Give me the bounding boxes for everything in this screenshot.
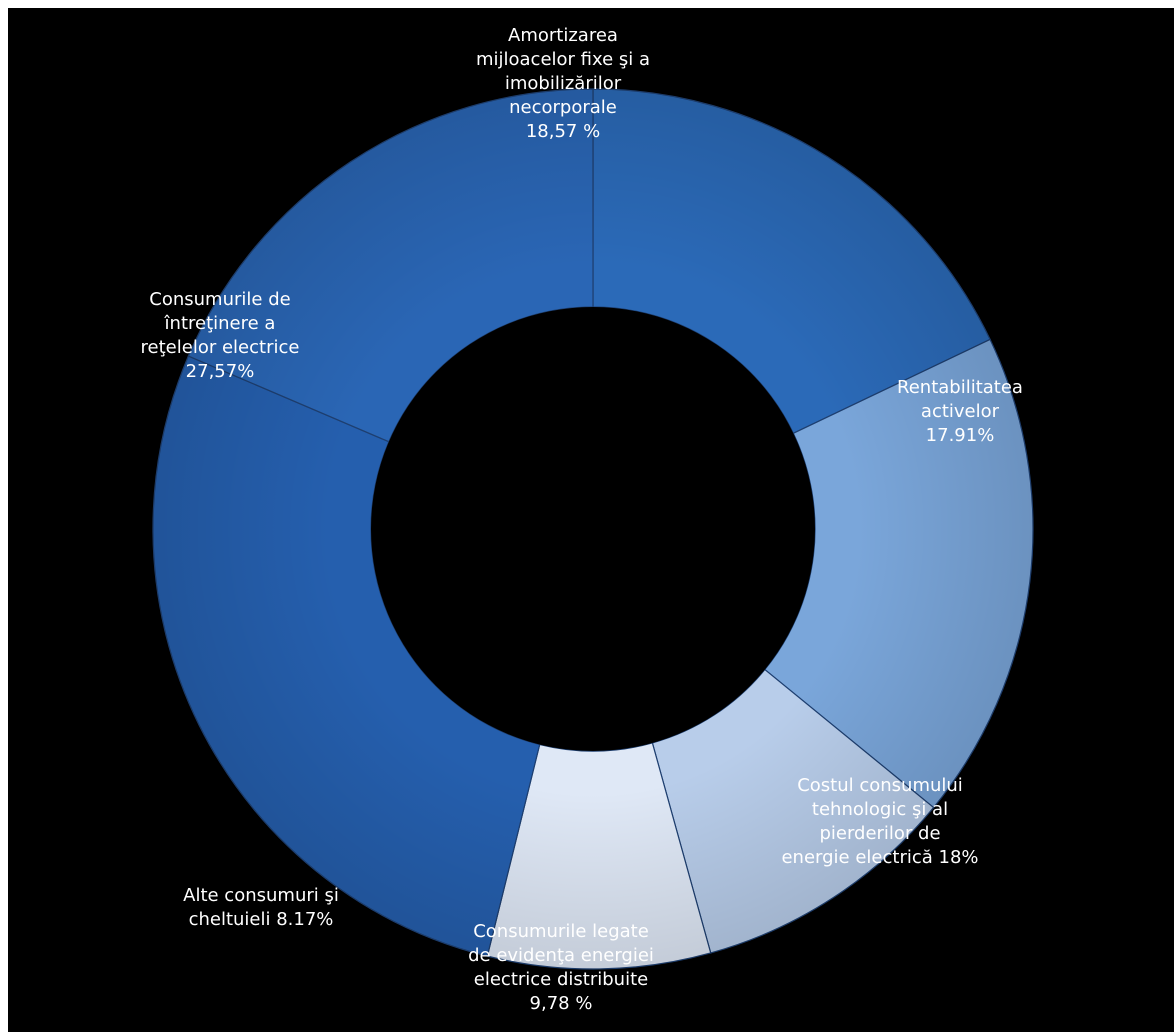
slice-label-line: Costul consumului xyxy=(797,775,963,796)
slice-label-line: electrice distribuite xyxy=(474,969,648,990)
donut-chart: Rentabilitatea activelor 17.91% Costul cons… xyxy=(141,25,1034,1014)
slice-label-line: mijloacelor fixe şi a xyxy=(476,49,650,70)
slice-label-line: întreţinere a xyxy=(164,313,276,334)
slice-label-line: de evidenţa energiei xyxy=(468,945,654,966)
slice-label-line: activelor xyxy=(921,401,1000,422)
slice-label-6: Amortizarea mijloacelor fixe şi a imobiliz… xyxy=(476,25,650,142)
donut-hole xyxy=(371,307,815,751)
slice-label-line: Amortizarea xyxy=(508,25,618,46)
slice-label-line: 27,57% xyxy=(186,361,255,382)
slice-label-line: imobilizărilor xyxy=(505,73,622,94)
slice-label-line: Alte consumuri şi xyxy=(183,885,339,906)
slice-label-1: Rentabilitatea activelor 17.91% xyxy=(897,377,1023,446)
slice-label-line: cheltuieli 8.17% xyxy=(189,909,334,930)
slice-label-line: pierderilor de xyxy=(819,823,940,844)
slice-label-line: reţelelor electrice xyxy=(141,337,300,358)
slice-label-line: Rentabilitatea xyxy=(897,377,1023,398)
slice-label-line: 9,78 % xyxy=(530,993,593,1014)
slice-label-line: tehnologic şi al xyxy=(812,799,948,820)
slice-label-line: Consumurile legate xyxy=(473,921,649,942)
slice-label-line: necorporale xyxy=(509,97,617,118)
slice-label-line: Consumurile de xyxy=(149,289,290,310)
slice-label-line: 18,57 % xyxy=(526,121,600,142)
slice-label-3: Consumurile legate de evidenţa energiei el… xyxy=(468,921,654,1014)
slice-label-line: 17.91% xyxy=(926,425,995,446)
slice-label-5: Consumurile de întreţinere a reţelelor ele… xyxy=(141,289,300,382)
slice-label-2: Costul consumului tehnologic şi al pierder… xyxy=(781,775,978,868)
slice-label-4: Alte consumuri şi cheltuieli 8.17% xyxy=(183,885,339,930)
slice-label-line: energie electrică 18% xyxy=(781,847,978,868)
chart-area: Rentabilitatea activelor 17.91% Costul cons… xyxy=(8,8,1174,1032)
